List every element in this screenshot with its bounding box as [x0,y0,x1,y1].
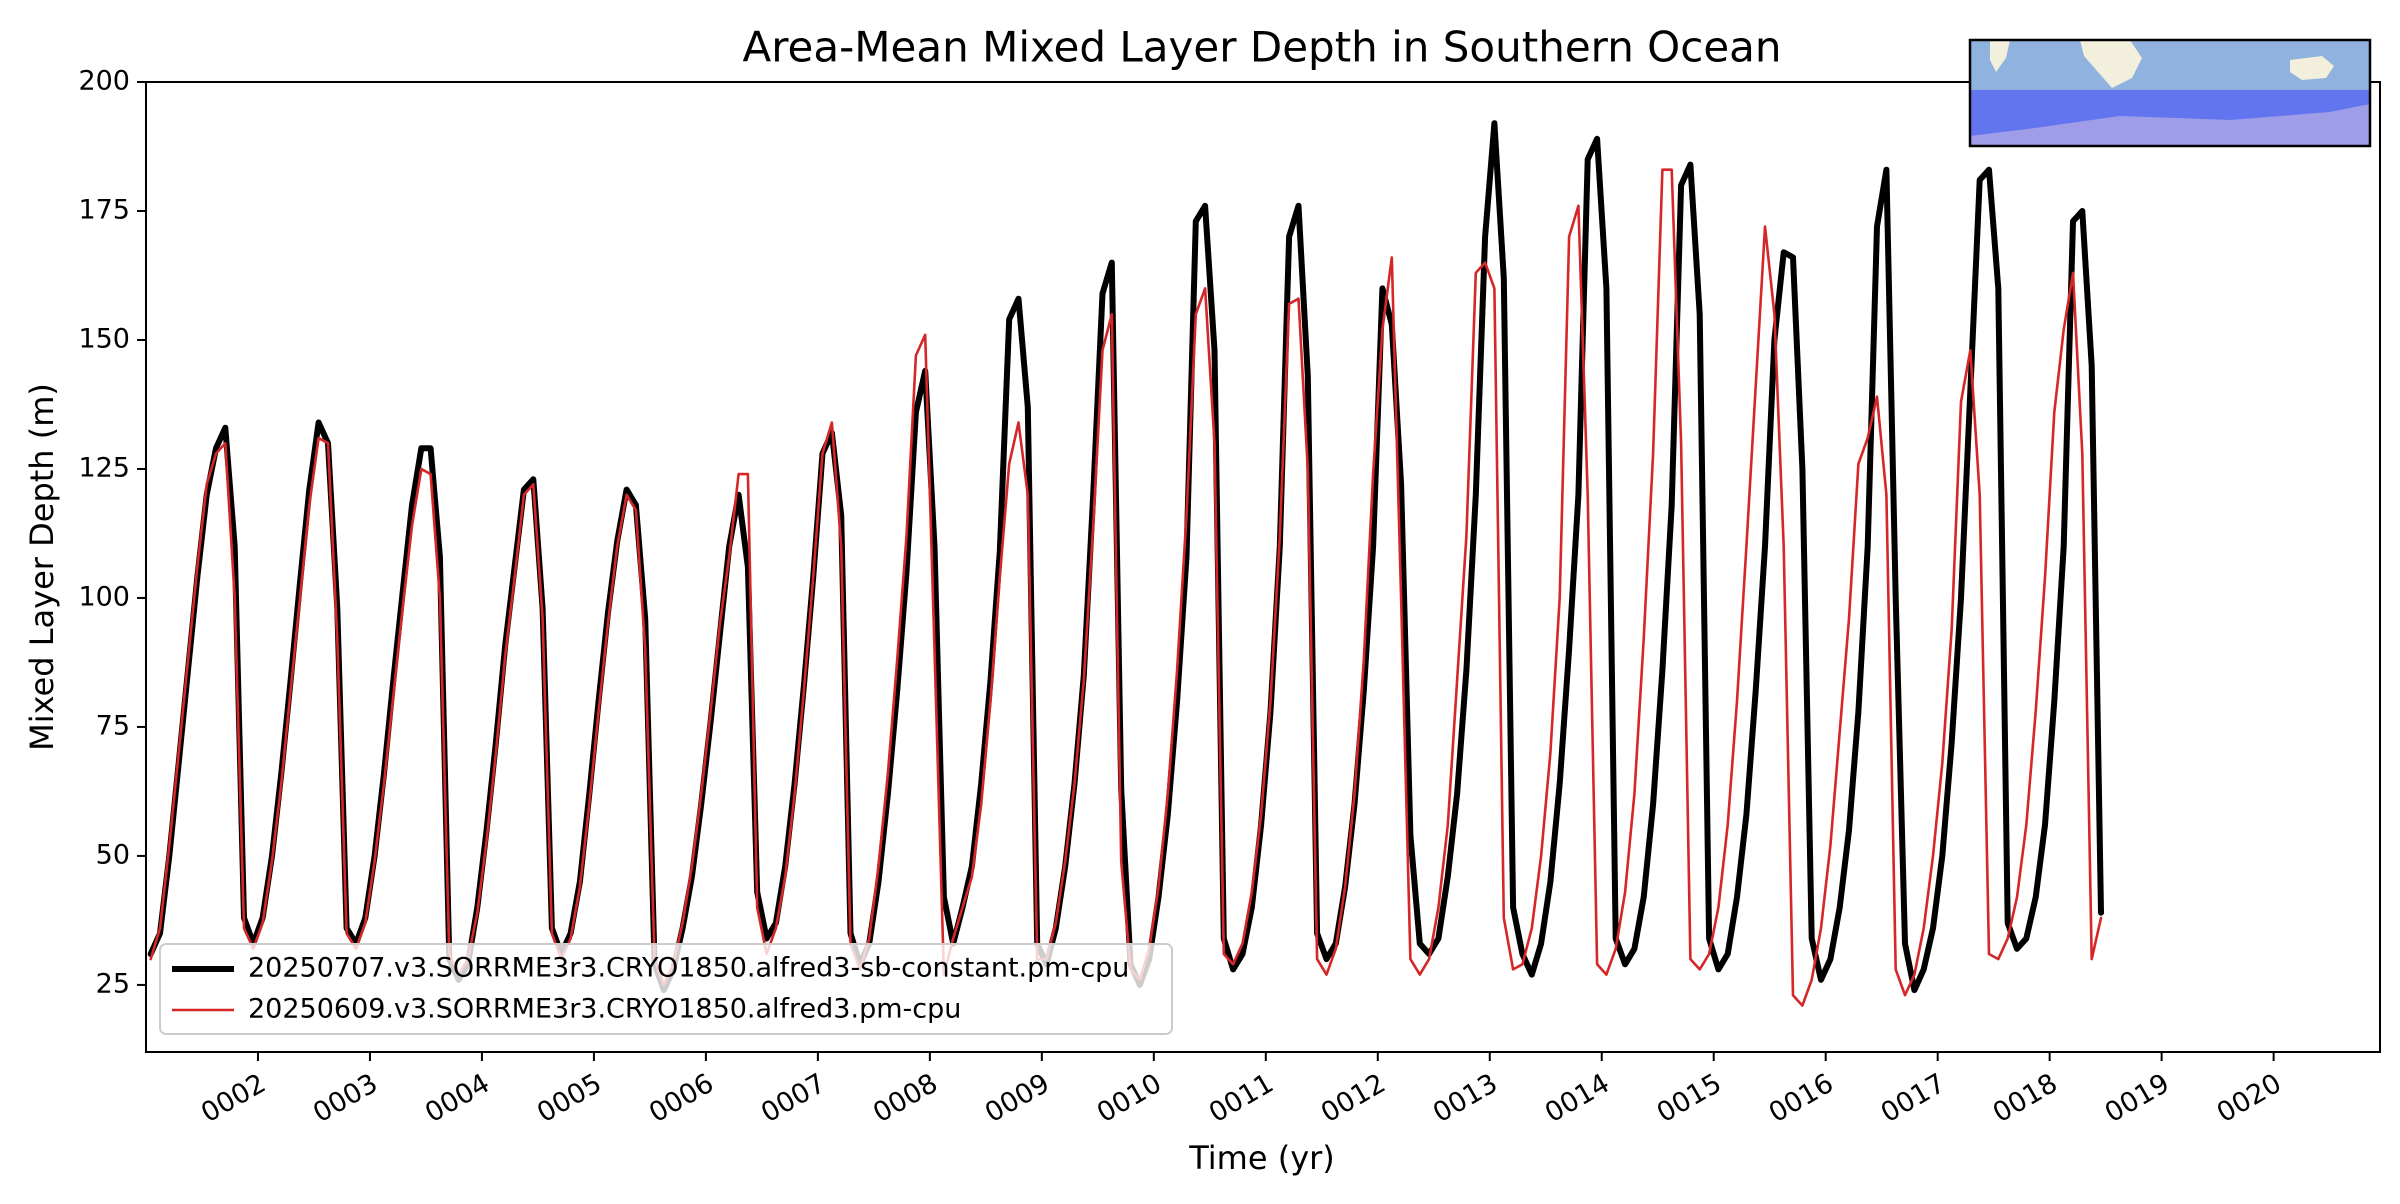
x-tick-label: 0017 [1876,1068,1951,1129]
legend-label-series-2: 20250609.v3.SORRME3r3.CRYO1850.alfred3.p… [248,994,961,1025]
x-tick-label: 0005 [532,1068,607,1129]
series-layer [147,120,2104,1007]
chart-title: Area-Mean Mixed Layer Depth in Southern … [742,23,1781,72]
y-tick-label: 75 [96,710,130,741]
x-tick-label: 0016 [1764,1068,1839,1129]
inset-map-antarctica [1970,104,2370,146]
inset-map-south-america [1990,40,2010,72]
x-tick-label: 0012 [1316,1068,1391,1129]
x-tick-label: 0014 [1540,1068,1615,1129]
x-tick-label: 0015 [1652,1068,1727,1129]
x-tick-label: 0008 [868,1068,943,1129]
x-tick-label: 0007 [756,1068,831,1129]
x-tick-label: 0011 [1204,1068,1279,1129]
y-tick-label: 125 [78,452,130,483]
x-tick-label: 0010 [1092,1068,1167,1129]
inset-map-frame [1968,38,2372,148]
y-tick-label: 100 [78,581,130,612]
x-tick-label: 0020 [2212,1068,2287,1129]
series-line-2 [149,168,2103,1007]
y-tick-label: 25 [96,968,130,999]
x-axis-label: Time (yr) [1188,1139,1335,1177]
x-tick-label: 0019 [2100,1068,2175,1129]
legend: 20250707.v3.SORRME3r3.CRYO1850.alfred3-s… [159,943,1173,1035]
y-axis-label: Mixed Layer Depth (m) [23,383,61,751]
x-tick-label: 0013 [1428,1068,1503,1129]
x-tick-label: 0003 [308,1068,383,1129]
inset-map-africa [2080,40,2142,88]
y-tick-label: 175 [78,194,130,225]
y-tick-label: 50 [96,839,130,870]
x-tick-label: 0004 [420,1068,495,1129]
x-tick-label: 0006 [644,1068,719,1129]
x-tick-label: 0018 [1988,1068,2063,1129]
inset-map-australia [2290,56,2334,80]
legend-frame [159,943,1173,1035]
legend-label-series-1: 20250707.v3.SORRME3r3.CRYO1850.alfred3-s… [248,953,1129,984]
inset-map-southern-ocean [1968,38,2372,148]
x-tick-label: 0002 [196,1068,271,1129]
x-tick-label: 0009 [980,1068,1055,1129]
y-tick-label: 200 [78,66,130,97]
series-line-1 [147,120,2104,994]
y-tick-label: 150 [78,323,130,354]
plot-frame [145,81,2381,1053]
